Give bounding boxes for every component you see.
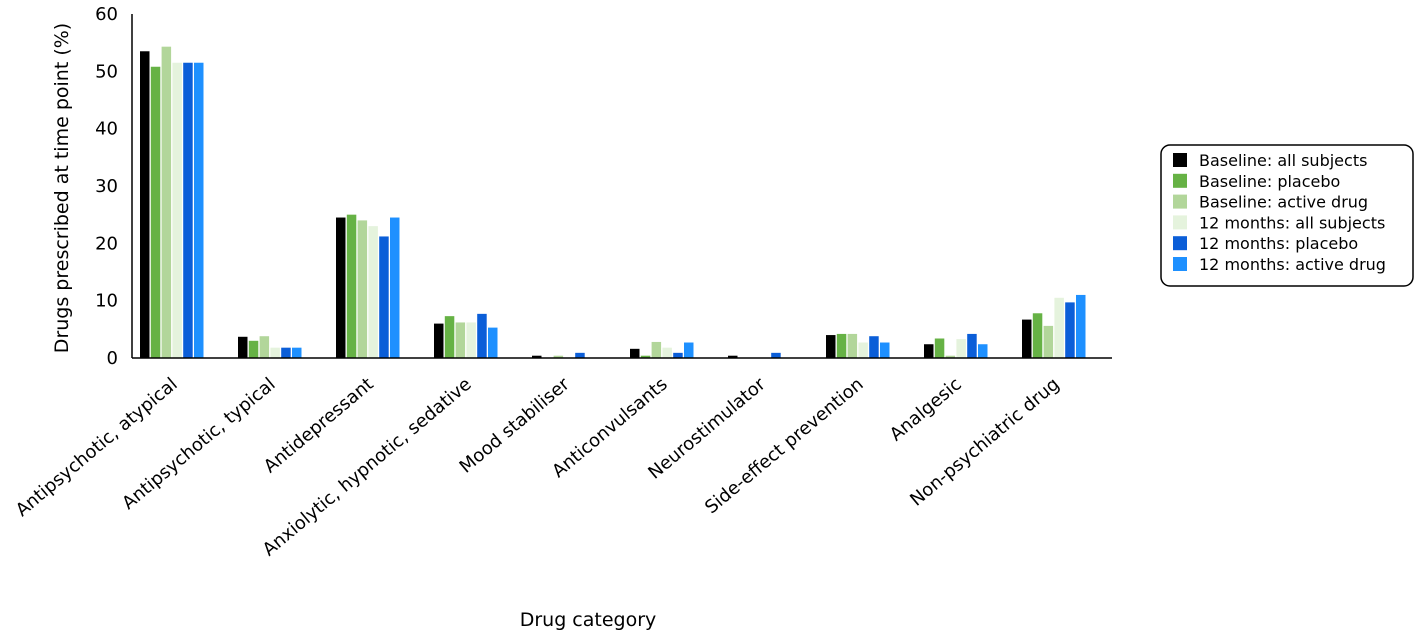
bar xyxy=(662,347,672,358)
bar xyxy=(390,217,400,358)
y-tick-label: 30 xyxy=(95,176,118,197)
bar xyxy=(630,348,640,358)
bar xyxy=(379,236,389,358)
legend-label: 12 months: placebo xyxy=(1199,234,1358,253)
legend-label: 12 months: active drug xyxy=(1199,255,1386,274)
legend-swatch xyxy=(1173,257,1187,271)
y-tick-label: 0 xyxy=(107,348,118,369)
legend-label: Baseline: active drug xyxy=(1199,193,1368,212)
bar xyxy=(532,355,542,358)
bar xyxy=(924,344,934,358)
legend-frame xyxy=(1160,144,1414,287)
x-category-label: Anxiolytic, hypnotic, sedative xyxy=(259,374,476,561)
bar xyxy=(455,322,466,358)
bar xyxy=(956,339,966,358)
bar xyxy=(183,62,193,358)
bar xyxy=(575,352,585,358)
bar xyxy=(150,66,161,358)
x-axis-title: Drug category xyxy=(520,609,657,631)
bar xyxy=(836,333,847,358)
bar xyxy=(1065,302,1075,358)
legend-swatch xyxy=(1173,215,1187,230)
x-category-label: Analgesic xyxy=(886,374,966,446)
bar xyxy=(357,220,368,358)
bar xyxy=(194,62,204,358)
bars-layer xyxy=(140,46,1086,359)
legend-swatch xyxy=(1173,153,1187,167)
bar xyxy=(673,352,683,358)
y-axis-title: Drugs prescribed at time point (%) xyxy=(51,23,73,353)
bar xyxy=(826,335,836,358)
y-tick-label: 20 xyxy=(95,233,118,254)
bar xyxy=(869,336,879,358)
bar xyxy=(1076,294,1086,358)
y-tick-label: 50 xyxy=(95,61,118,82)
bar xyxy=(1032,313,1043,358)
bar xyxy=(161,46,172,359)
bar xyxy=(847,333,858,358)
bar xyxy=(346,214,357,358)
bar xyxy=(477,313,487,358)
bar xyxy=(651,341,662,358)
bar xyxy=(488,327,498,358)
legend-items: Baseline: all subjects Baseline: placebo B… xyxy=(1173,151,1386,274)
legend-label: 12 months: all subjects xyxy=(1199,213,1385,232)
bar xyxy=(368,226,378,358)
bar xyxy=(684,342,694,358)
legend-swatch xyxy=(1173,173,1187,188)
bar xyxy=(967,333,977,358)
bar xyxy=(259,336,270,358)
bar xyxy=(640,355,651,358)
bar xyxy=(466,322,476,358)
bar xyxy=(238,336,248,358)
y-tick-label: 60 xyxy=(95,4,118,25)
y-tick-label: 10 xyxy=(95,291,118,312)
bar xyxy=(172,62,182,358)
bar xyxy=(140,51,150,359)
y-tick-label: 40 xyxy=(95,119,118,140)
x-category-label: Antipsychotic, atypical xyxy=(12,374,182,521)
x-category-label: Side-effect prevention xyxy=(701,374,868,519)
bar xyxy=(858,342,868,358)
bar xyxy=(248,340,259,358)
bar xyxy=(444,316,455,358)
bar xyxy=(880,342,890,358)
bar xyxy=(270,347,280,358)
bar xyxy=(934,338,945,358)
bar xyxy=(553,355,564,358)
bar xyxy=(1022,319,1032,358)
bar xyxy=(771,352,781,358)
legend-swatch xyxy=(1173,194,1187,209)
bar xyxy=(1054,297,1064,358)
bar xyxy=(1043,325,1054,358)
bar xyxy=(728,355,738,358)
legend-label: Baseline: all subjects xyxy=(1199,151,1367,170)
bar xyxy=(945,355,956,358)
y-tick-labels: 0 10 20 30 40 50 60 xyxy=(95,4,118,369)
bar xyxy=(978,344,988,358)
bar xyxy=(292,347,302,358)
legend: Baseline: all subjects Baseline: placebo B… xyxy=(1160,144,1414,287)
bar xyxy=(281,347,291,358)
bar xyxy=(434,323,444,358)
legend-label: Baseline: placebo xyxy=(1199,172,1340,191)
bar xyxy=(336,217,346,358)
legend-swatch xyxy=(1173,236,1187,251)
